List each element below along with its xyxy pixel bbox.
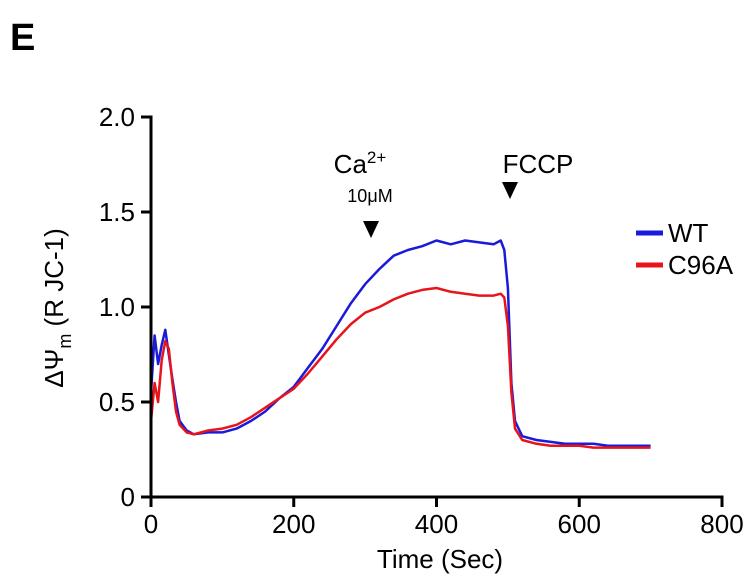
- x-axis-label: Time (Sec): [377, 544, 503, 574]
- legend: WT C96A: [636, 218, 734, 280]
- x-tick-label: 0: [144, 509, 158, 539]
- y-tick-label: 0: [121, 482, 135, 512]
- annotations: Ca2+ 10μM FCCP: [334, 148, 574, 238]
- y-tick-label: 1.0: [99, 292, 135, 322]
- series-line-c96a: [149, 286, 651, 449]
- x-tick-label: 400: [415, 509, 458, 539]
- legend-label-wt: WT: [668, 218, 709, 248]
- annotation-ca-concentration: 10μM: [347, 186, 392, 206]
- annotation-ca: Ca2+: [334, 148, 387, 179]
- series-line-wt: [149, 239, 651, 447]
- panel-label: E: [10, 17, 35, 59]
- series-lines: [149, 239, 651, 449]
- plot-area: 0 200 400 600 800 0 0.5 1.0 1.5 2.0: [99, 102, 744, 539]
- annotation-fccp: FCCP: [503, 149, 574, 179]
- x-tick-label: 800: [700, 509, 743, 539]
- y-tick-label: 0.5: [99, 387, 135, 417]
- y-tick-label: 1.5: [99, 197, 135, 227]
- annotation-fccp-arrowhead: [502, 182, 518, 199]
- x-tick-label: 600: [558, 509, 601, 539]
- y-tick-label: 2.0: [99, 102, 135, 132]
- annotation-ca-arrowhead: [363, 221, 379, 238]
- x-tick-label: 200: [272, 509, 315, 539]
- y-axis-label: ΔΨm (R JC-1): [39, 228, 75, 388]
- x-ticks: 0 200 400 600 800: [144, 497, 744, 539]
- legend-label-c96a: C96A: [668, 250, 734, 280]
- y-ticks: 0 0.5 1.0 1.5 2.0: [99, 102, 151, 512]
